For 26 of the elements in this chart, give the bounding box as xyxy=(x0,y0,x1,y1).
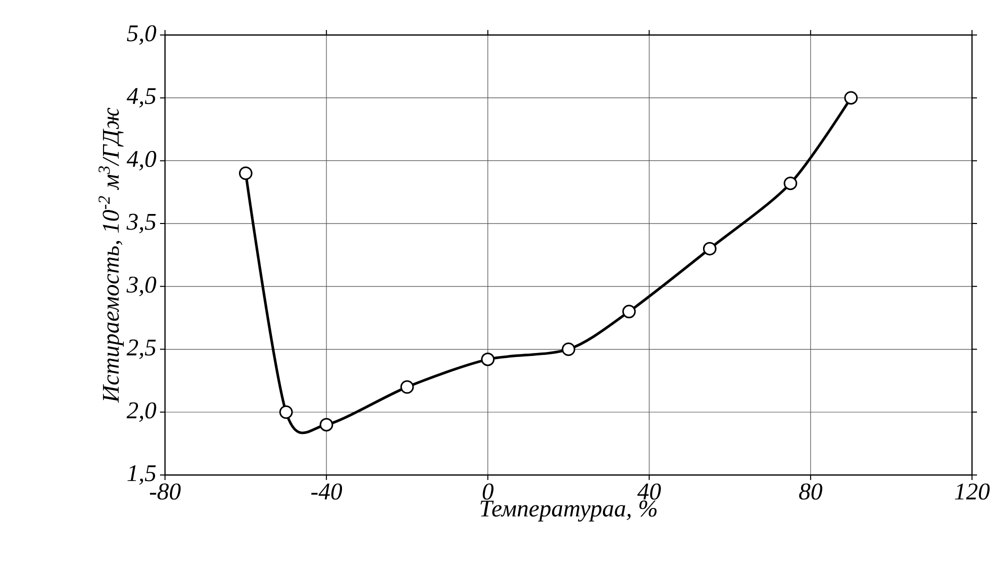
y-tick-label: 4,0 xyxy=(126,150,156,170)
y-tick-label: 3,0 xyxy=(126,276,156,296)
y-tick-label: 2,5 xyxy=(126,340,156,360)
x-tick-label: 0 xyxy=(482,484,494,500)
point xyxy=(481,352,495,366)
x-tick-label: 80 xyxy=(799,484,822,500)
y-tick-label: 3,5 xyxy=(126,214,156,234)
y-tick-label: 2,0 xyxy=(126,402,156,422)
x-tick-label: -40 xyxy=(311,484,342,500)
y-tick-label: 4,5 xyxy=(126,88,156,108)
point xyxy=(844,91,858,105)
point xyxy=(622,304,636,318)
y-axis-title: Истираемость, 10$^{-2}$ м$^{3}$/ГДж xyxy=(98,108,124,403)
x-tick-label: -80 xyxy=(150,484,181,500)
point xyxy=(400,380,414,394)
x-axis-title: Температураа, % xyxy=(480,500,657,522)
point xyxy=(702,242,716,256)
y-tick-label: 5,0 xyxy=(126,25,156,45)
point xyxy=(320,418,334,432)
point xyxy=(238,166,252,180)
point xyxy=(784,176,798,190)
y-tick-label: 1,5 xyxy=(127,465,156,485)
point xyxy=(562,342,576,356)
x-tick-label: 40 xyxy=(637,484,661,500)
x-tick-label: 120 xyxy=(954,484,990,500)
point xyxy=(279,405,293,419)
